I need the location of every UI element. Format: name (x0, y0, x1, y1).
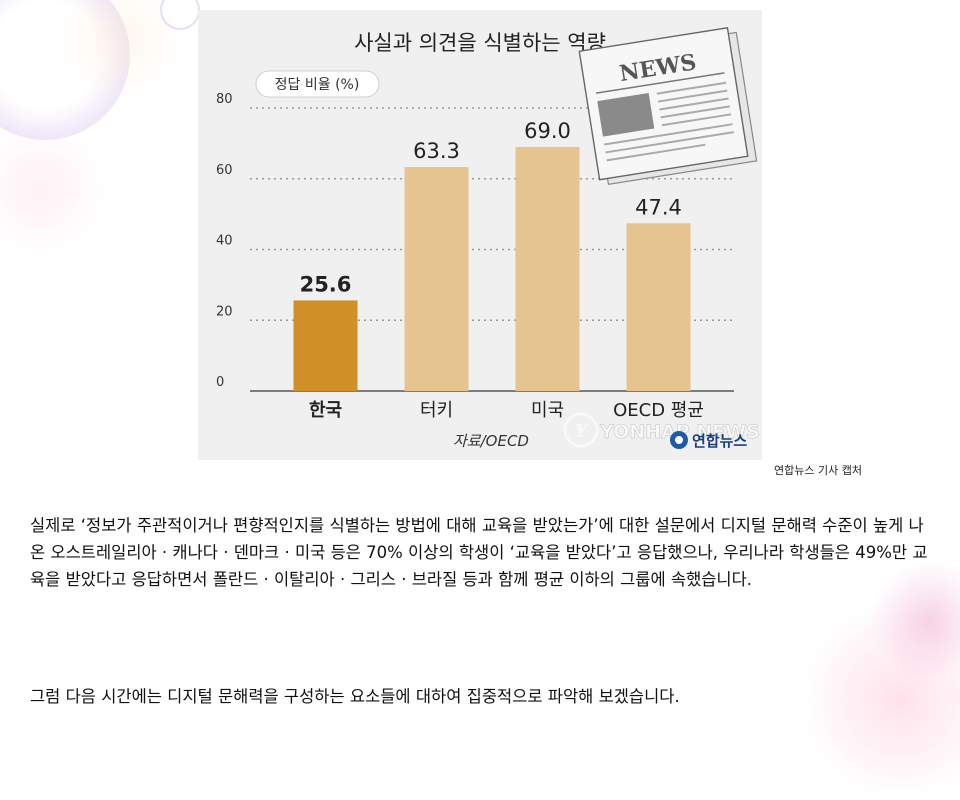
bar (404, 167, 469, 391)
image-credit: 연합뉴스 기사 캡처 (774, 464, 862, 477)
bar-value-label: 69.0 (524, 119, 571, 143)
category-label: OECD 평균 (613, 400, 704, 421)
chart-panel: 사실과 의견을 식별하는 역량 정답 비율 (%) 0 20 40 60 80 25.6… (198, 10, 762, 460)
category-label: 미국 (531, 400, 564, 421)
yonhap-logo: 연합뉴스 (670, 431, 747, 450)
y-tick-label: 20 (216, 304, 233, 319)
y-axis-label-pill (255, 70, 380, 98)
body-paragraph-2: 그럼 다음 시간에는 디지털 문해력을 구성하는 요소들에 대하여 집중적으로 … (30, 687, 680, 706)
source-note: 자료/OECD (453, 432, 529, 450)
newspaper-icon: NEWS (578, 27, 758, 186)
bar (515, 146, 580, 391)
bokeh-circle (160, 0, 200, 30)
bar-chart: 사실과 의견을 식별하는 역량 정답 비율 (%) 0 20 40 60 80 25.6… (216, 27, 760, 450)
bokeh-circle (0, 120, 110, 260)
bokeh-circle (0, 0, 130, 140)
body-paragraph-1: 실제로 ‘정보가 주관적이거나 편향적인지를 식별하는 방법에 대해 교육을 받… (30, 516, 928, 589)
bar (293, 300, 358, 391)
chart-title: 사실과 의견을 식별하는 역량 (354, 31, 606, 55)
category-label: 터키 (420, 400, 453, 421)
svg-text:Y: Y (575, 421, 590, 442)
y-axis-label: 정답 비율 (%) (275, 77, 360, 93)
category-label: 한국 (309, 400, 342, 421)
y-tick-label: 40 (216, 234, 233, 249)
bar-value-label: 25.6 (300, 272, 352, 296)
watermark-korean: 연합뉴스 (692, 432, 747, 450)
y-tick-label: 60 (216, 163, 233, 178)
y-tick-label: 80 (216, 92, 233, 107)
y-tick-label: 0 (216, 375, 224, 390)
bar-value-label: 63.3 (413, 139, 460, 163)
bokeh-circle (60, 0, 180, 100)
bar-value-label: 47.4 (635, 195, 682, 219)
bar (626, 223, 691, 391)
